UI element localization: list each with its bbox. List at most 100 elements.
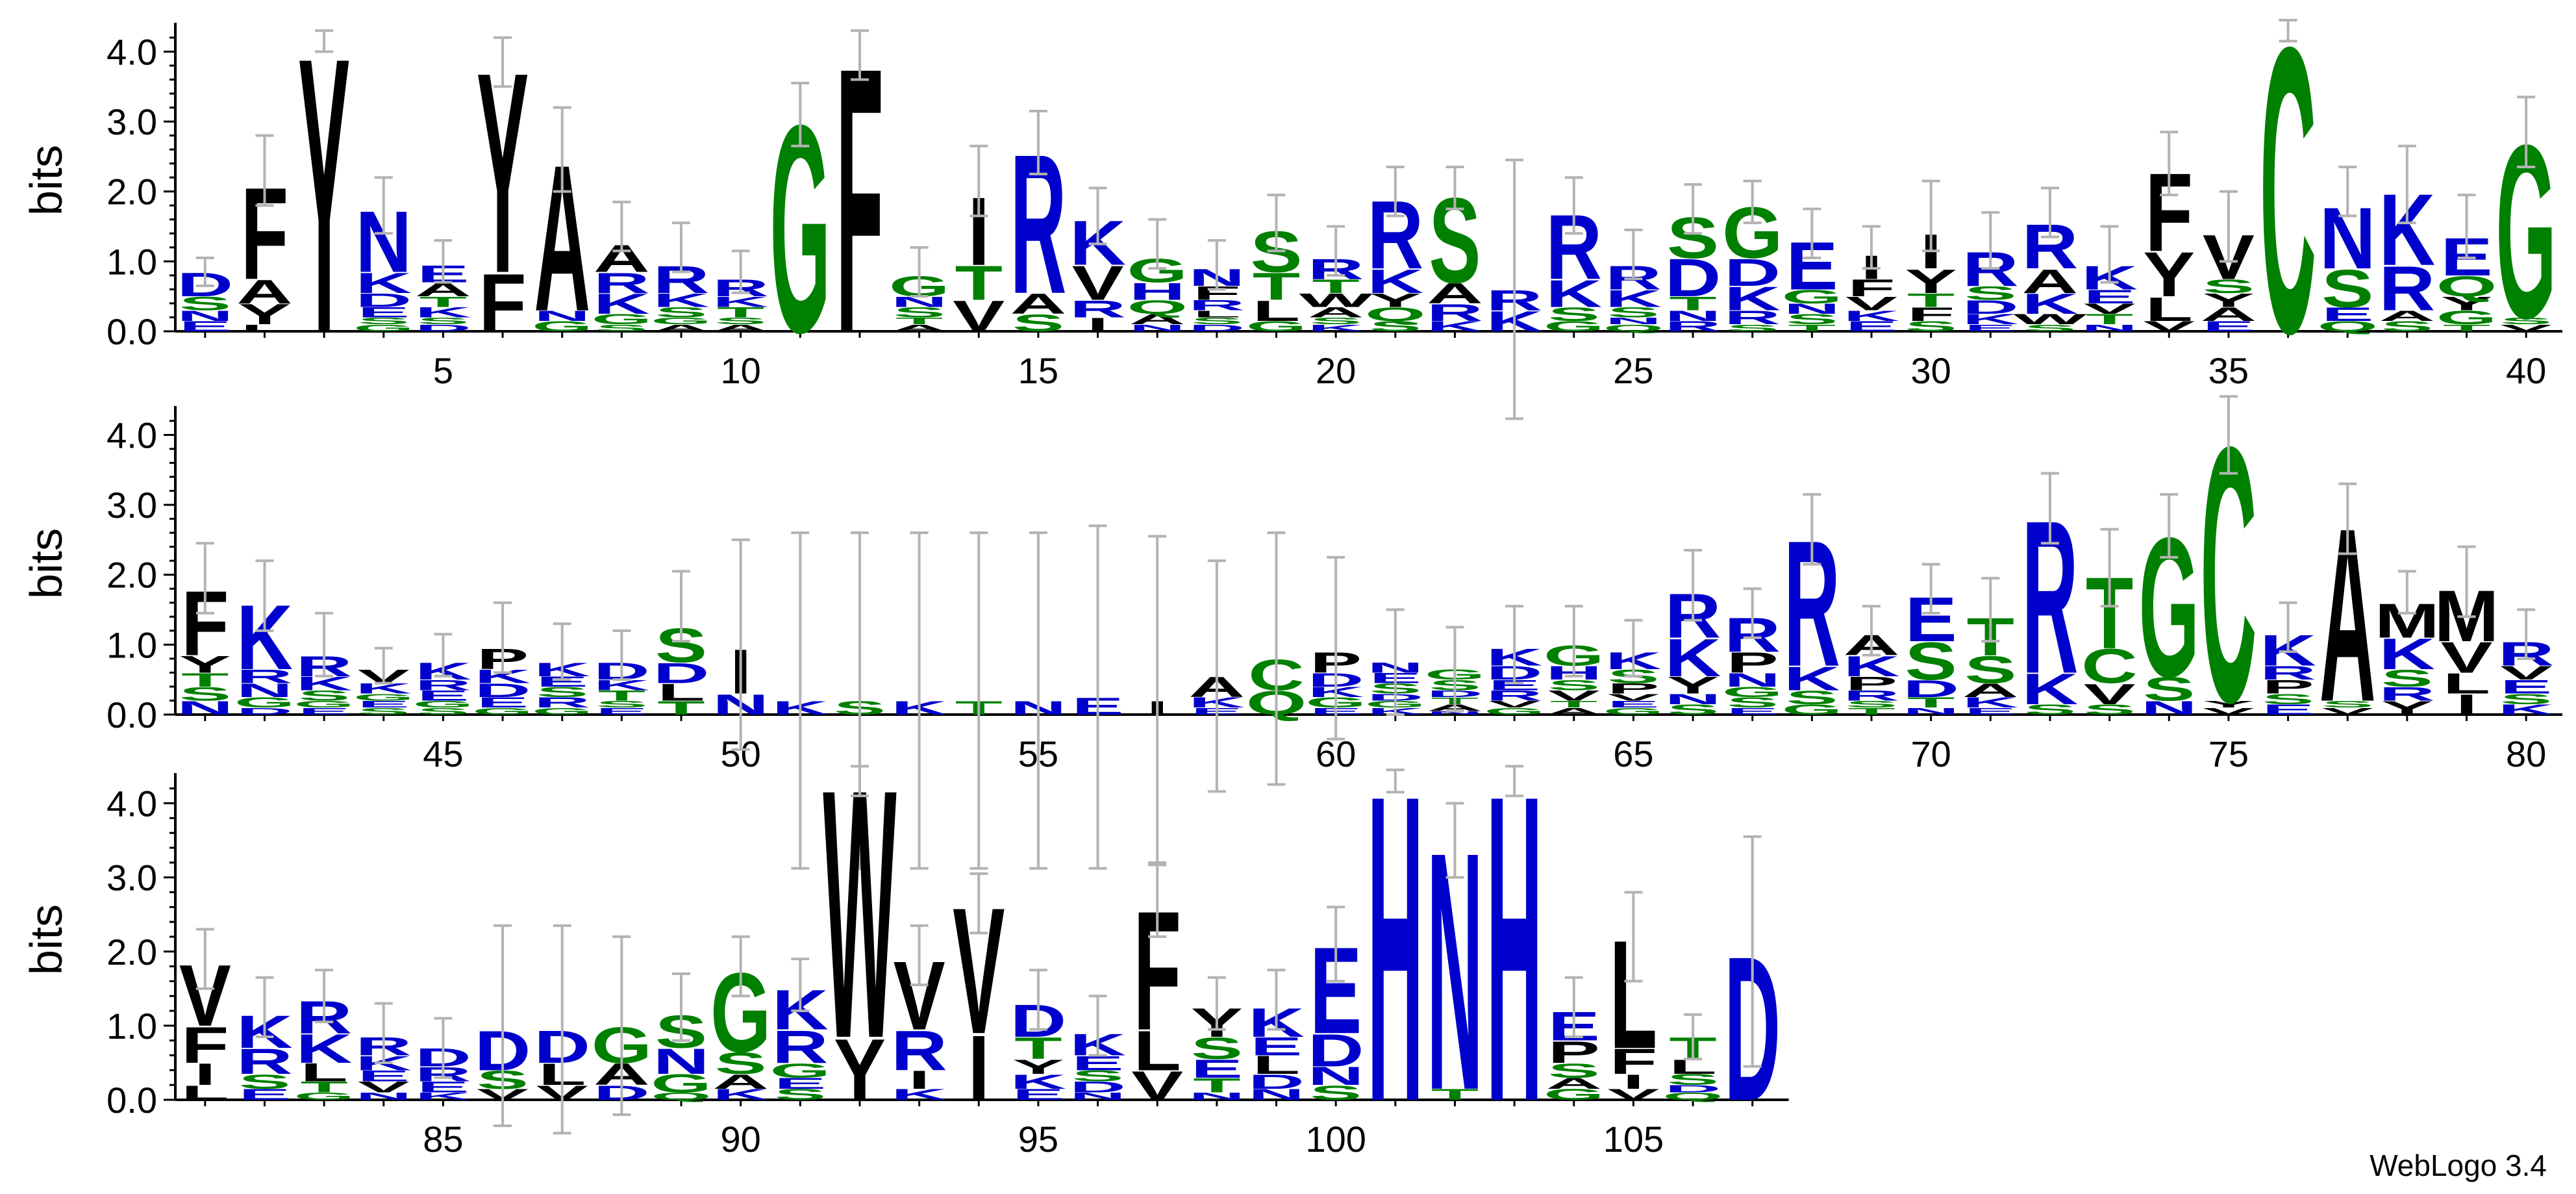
- logo-letter-V: V: [2441, 633, 2493, 682]
- logo-letter-E: E: [1964, 323, 2016, 334]
- logo-letter-V: V: [2500, 662, 2552, 684]
- logo-letter-S: S: [2500, 691, 2552, 707]
- logo-letter-K: K: [1605, 285, 1662, 312]
- logo-letter-T: T: [955, 257, 1003, 311]
- logo-row-3: 0.01.02.03.04.0bitsLIFVESRKGTLKRNVEKR85K…: [21, 704, 1789, 1193]
- logo-letter-N: N: [1129, 323, 1186, 334]
- error-bar: [1564, 176, 1583, 235]
- error-bar: [374, 1002, 393, 1064]
- logo-letter-R: R: [1189, 298, 1245, 314]
- logo-letter-P: P: [1845, 672, 1897, 694]
- logo-letter-C: C: [2081, 640, 2138, 694]
- logo-letter-R: R: [772, 1021, 829, 1073]
- logo-letter-S: S: [2143, 670, 2195, 708]
- logo-letter-S: S: [1964, 648, 2016, 692]
- logo-letter-T: T: [1253, 265, 1300, 309]
- logo-letter-K: K: [1545, 272, 1602, 316]
- logo-letter-S: S: [1905, 318, 1957, 335]
- error-bar: [2100, 225, 2119, 284]
- logo-letter-R: R: [1724, 307, 1781, 329]
- error-bar: [553, 106, 571, 193]
- error-bar: [791, 531, 810, 870]
- logo-letter-V: V: [953, 292, 1005, 340]
- logo-letter-S: S: [774, 1086, 826, 1103]
- error-bar: [612, 629, 631, 681]
- logo-letter-D: D: [415, 323, 471, 334]
- logo-letter-S: S: [1548, 677, 1600, 693]
- logo-letter-T: T: [1193, 1074, 1240, 1097]
- logo-letter-V: V: [2321, 706, 2373, 717]
- logo-letter-Y: Y: [2203, 699, 2255, 710]
- y-tick-label: 4.0: [106, 414, 157, 455]
- logo-letter-G: G: [1782, 286, 1842, 308]
- logo-letter-S: S: [1964, 283, 2016, 305]
- error-bar: [791, 81, 810, 147]
- error-bar: [1684, 549, 1703, 622]
- y-tick-label: 2.0: [106, 555, 157, 596]
- logo-letter-A: A: [1962, 680, 2019, 702]
- logo-letter-S: S: [1786, 311, 1838, 327]
- x-tick-label: 80: [2506, 733, 2546, 774]
- logo-letter-V: V: [1607, 1086, 1659, 1103]
- logo-letter-T: T: [1669, 293, 1716, 315]
- x-tick-label: 75: [2208, 733, 2249, 774]
- logo-letter-T: T: [1847, 706, 1895, 717]
- logo-letter-G: G: [651, 1069, 711, 1098]
- y-tick-label: 1.0: [106, 1006, 157, 1047]
- logo-letter-S: S: [1548, 303, 1600, 325]
- logo-letter-T: T: [1907, 694, 1955, 711]
- logo-letter-S: S: [2024, 702, 2076, 718]
- logo-letter-Y: Y: [2203, 289, 2255, 311]
- logo-letter-S: S: [2500, 316, 2552, 327]
- logo-letter-T: T: [2086, 311, 2133, 327]
- error-bar: [2457, 194, 2476, 259]
- error-bar: [2517, 95, 2536, 169]
- logo-letter-S: S: [655, 304, 707, 320]
- logo-letter-N: N: [534, 308, 590, 324]
- logo-letter-E: E: [417, 1078, 469, 1095]
- logo-letter-D: D: [1962, 296, 2019, 318]
- y-tick-label: 4.0: [106, 31, 157, 72]
- logo-letter-S: S: [2024, 323, 2076, 334]
- logo-letter-S: S: [1548, 1059, 1600, 1082]
- error-bar: [1981, 577, 2000, 642]
- logo-letter-K: K: [1367, 262, 1423, 300]
- logo-letter-I: I: [968, 1016, 990, 1119]
- logo-letter-S: S: [2203, 275, 2255, 298]
- error-bar: [1327, 225, 1345, 277]
- logo-letter-T: T: [1788, 323, 1836, 334]
- logo-letter-T: T: [657, 697, 705, 719]
- logo-row-2: 0.01.02.03.04.0bitsNSTYFDGNRKEGSKRSEGKV4…: [21, 371, 2562, 870]
- logo-letter-D: D: [1665, 1084, 1721, 1095]
- logo-letter-D: D: [1069, 1078, 1126, 1095]
- logo-letter-A: A: [891, 323, 947, 334]
- error-bar: [1505, 765, 1524, 798]
- error-bar: [1921, 179, 1940, 253]
- error-bar: [672, 222, 691, 273]
- error-bar: [1148, 218, 1167, 270]
- y-tick-label: 2.0: [106, 171, 157, 212]
- logo-letter-S: S: [2084, 702, 2136, 718]
- logo-letter-K: K: [891, 1086, 947, 1103]
- error-bar: [672, 570, 691, 642]
- logo-letter-G: G: [294, 1091, 354, 1102]
- logo-letter-L: L: [1193, 309, 1240, 320]
- error-bar: [374, 176, 393, 235]
- logo-letter-T: T: [1907, 289, 1955, 311]
- logo-letter-S: S: [894, 304, 945, 320]
- error-bar: [1088, 524, 1107, 870]
- logo-letter-K: K: [1962, 694, 2019, 711]
- logo-letter-G: G: [353, 323, 414, 334]
- error-bar: [494, 924, 512, 1127]
- logo-letter-S: S: [417, 706, 469, 717]
- logo-letter-T: T: [1550, 699, 1597, 710]
- error-bar: [672, 972, 691, 1042]
- logo-letter-V: V: [358, 1078, 410, 1095]
- error-bar: [2160, 492, 2179, 559]
- logo-letter-Y: Y: [1012, 1056, 1064, 1078]
- logo-letter-N: N: [355, 1091, 412, 1102]
- logo-letter-E: E: [2500, 676, 2552, 698]
- logo-letter-T: T: [181, 669, 229, 691]
- logo-letter-K: K: [2022, 665, 2079, 713]
- error-bar: [612, 200, 631, 253]
